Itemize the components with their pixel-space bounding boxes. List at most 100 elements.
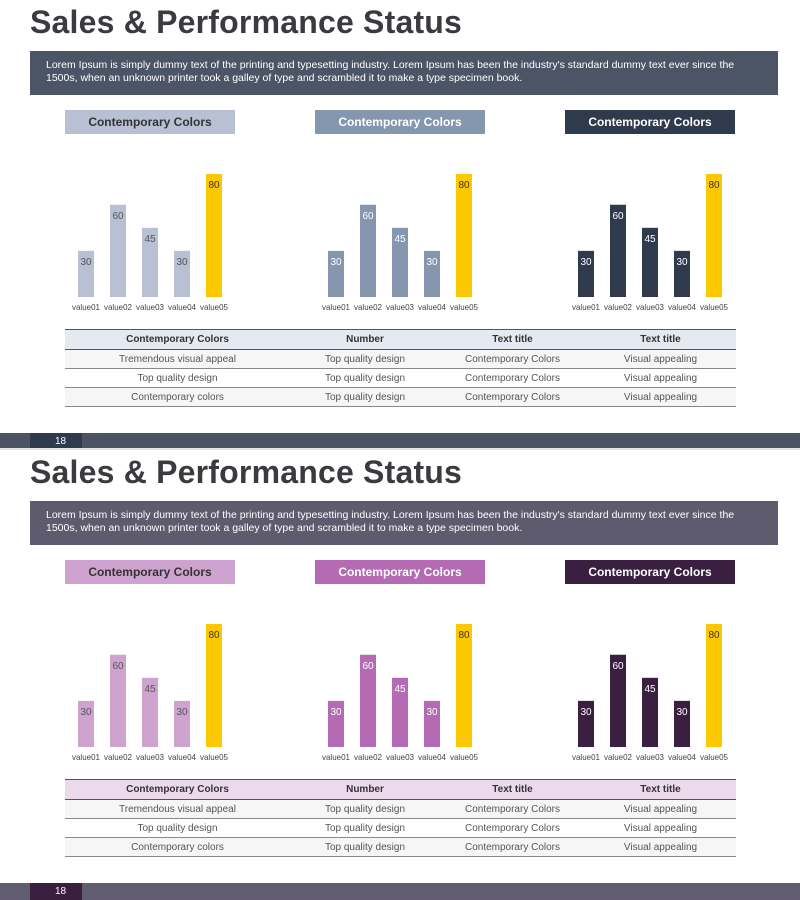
category-label: value03 [636, 303, 665, 312]
data-table: Contemporary Colors Number Text title Te… [65, 329, 736, 407]
table-row: Contemporary colors Top quality design C… [65, 387, 736, 407]
table-cell: Contemporary Colors [440, 387, 585, 407]
description-text: Lorem Ipsum is simply dummy text of the … [46, 59, 735, 84]
table-cell: Contemporary Colors [440, 799, 585, 819]
data-table: Contemporary Colors Number Text title Te… [65, 779, 736, 857]
category-label: value02 [354, 303, 383, 312]
bar [424, 700, 440, 747]
description-band: Lorem Ipsum is simply dummy text of the … [30, 501, 778, 545]
category-label: value01 [322, 303, 351, 312]
footer-bar: 18 [0, 433, 800, 450]
column-header: Text title [585, 329, 736, 350]
bar-chart: 30 value01 60 value02 45 value03 30 value04 80 va… [302, 140, 492, 320]
bar-value-label: 30 [580, 257, 592, 268]
panel-header-light: Contemporary Colors [65, 110, 235, 134]
table-cell: Top quality design [290, 368, 440, 388]
bar [174, 700, 190, 747]
table-cell: Tremendous visual appeal [65, 799, 290, 819]
column-header: Number [290, 779, 440, 800]
category-label: value04 [418, 303, 447, 312]
column-header: Contemporary Colors [65, 779, 290, 800]
bar-value-label: 60 [612, 661, 624, 672]
table-row: Top quality design Top quality design Co… [65, 818, 736, 838]
bar [578, 700, 594, 747]
category-label: value04 [668, 753, 697, 762]
table-cell: Top quality design [290, 387, 440, 407]
description-text: Lorem Ipsum is simply dummy text of the … [46, 509, 735, 534]
bar [142, 677, 158, 747]
bar [142, 227, 158, 297]
page-number: 18 [30, 433, 82, 450]
bar-chart: 30 value01 60 value02 45 value03 30 value04 80 va… [52, 590, 242, 770]
table-cell: Top quality design [290, 837, 440, 857]
table-row: Tremendous visual appeal Top quality des… [65, 349, 736, 369]
bar-value-label: 45 [394, 684, 406, 695]
category-label: value05 [450, 753, 479, 762]
bar-value-label: 80 [458, 180, 470, 191]
category-label: value02 [354, 753, 383, 762]
bar [206, 624, 222, 747]
description-band: Lorem Ipsum is simply dummy text of the … [30, 51, 778, 95]
table-cell: Visual appealing [585, 799, 736, 819]
bar [110, 204, 126, 297]
bar-value-label: 30 [580, 707, 592, 718]
page-number: 18 [30, 883, 82, 900]
table-cell: Visual appealing [585, 368, 736, 388]
bar [674, 700, 690, 747]
table-header-row: Contemporary Colors Number Text title Te… [65, 779, 736, 800]
table-cell: Top quality design [290, 818, 440, 838]
bar-value-label: 30 [80, 707, 92, 718]
table-cell: Contemporary colors [65, 837, 290, 857]
table-cell: Visual appealing [585, 818, 736, 838]
bar-value-label: 30 [176, 257, 188, 268]
bar-value-label: 80 [208, 630, 220, 641]
bar-value-label: 60 [112, 211, 124, 222]
category-label: value03 [386, 753, 415, 762]
category-label: value05 [450, 303, 479, 312]
bar-chart: 30 value01 60 value02 45 value03 30 value04 80 va… [552, 590, 742, 770]
category-label: value04 [168, 753, 197, 762]
category-label: value05 [700, 303, 729, 312]
column-header: Text title [440, 779, 585, 800]
table-cell: Visual appealing [585, 837, 736, 857]
column-header: Text title [440, 329, 585, 350]
slide-title: Sales & Performance Status [30, 454, 463, 490]
category-label: value02 [604, 303, 633, 312]
bar [328, 700, 344, 747]
bar [706, 624, 722, 747]
table-cell: Top quality design [65, 368, 290, 388]
bar-value-label: 45 [644, 684, 656, 695]
slide-title: Sales & Performance Status [30, 4, 463, 40]
bar [642, 227, 658, 297]
category-label: value03 [136, 753, 165, 762]
bar-value-label: 30 [676, 707, 688, 718]
bar [610, 654, 626, 747]
bar-value-label: 45 [644, 234, 656, 245]
bar [78, 250, 94, 297]
category-label: value01 [572, 303, 601, 312]
table-cell: Top quality design [290, 349, 440, 369]
bar-value-label: 80 [208, 180, 220, 191]
category-label: value05 [700, 753, 729, 762]
table-cell: Contemporary Colors [440, 837, 585, 857]
category-label: value02 [104, 753, 133, 762]
slide: Sales & Performance Status Lorem Ipsum i… [0, 450, 800, 900]
table-cell: Contemporary colors [65, 387, 290, 407]
table-row: Tremendous visual appeal Top quality des… [65, 799, 736, 819]
slide: Sales & Performance Status Lorem Ipsum i… [0, 4, 800, 450]
table-cell: Visual appealing [585, 387, 736, 407]
column-header: Contemporary Colors [65, 329, 290, 350]
table-row: Top quality design Top quality design Co… [65, 368, 736, 388]
bar-value-label: 60 [112, 661, 124, 672]
bar [578, 250, 594, 297]
bar-value-label: 80 [458, 630, 470, 641]
bar-value-label: 30 [176, 707, 188, 718]
panel-header-dark: Contemporary Colors [565, 110, 735, 134]
bar-value-label: 80 [708, 180, 720, 191]
bar [610, 204, 626, 297]
table-cell: Tremendous visual appeal [65, 349, 290, 369]
bar [78, 700, 94, 747]
category-label: value03 [386, 303, 415, 312]
bar-value-label: 30 [426, 707, 438, 718]
category-label: value04 [168, 303, 197, 312]
